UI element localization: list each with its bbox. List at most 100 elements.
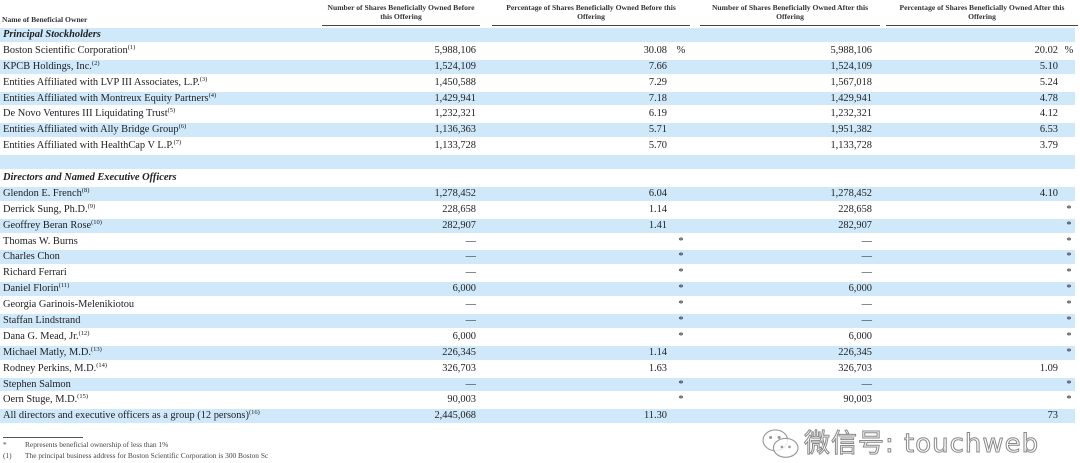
owner-name-text: Entities Affiliated with LVP III Associa… (3, 76, 200, 88)
shares-after: — (861, 267, 872, 279)
footnote: * Represents beneficial ownership of less… (3, 440, 168, 449)
shares-before: 282,907 (442, 219, 476, 231)
owner-name: Stephen Salmon (3, 377, 71, 393)
pct-after-suffix: * (1066, 235, 1072, 247)
footnote-ref: (11) (58, 282, 70, 290)
owner-name: Daniel Florin(11) (3, 281, 69, 297)
shares-after: — (861, 315, 872, 327)
shares-after: 1,567,018 (830, 76, 872, 88)
pct-after-suffix: * (1066, 203, 1072, 215)
shares-after: — (861, 235, 872, 247)
pct-before: 1.63 (648, 362, 667, 374)
pct-before: 11.30 (644, 410, 667, 422)
footnote-ref: (7) (173, 139, 182, 147)
shares-before: — (465, 267, 476, 279)
table-row: Entities Affiliated with Montreux Equity… (0, 91, 1080, 107)
shares-after: 1,232,321 (830, 108, 872, 120)
footnote-ref: (1) (127, 43, 136, 51)
owner-name-text: Entities Affiliated with Ally Bridge Gro… (3, 124, 179, 136)
footnote-mark: * (3, 440, 7, 449)
owner-name-text: Boston Scientific Corporation (3, 44, 128, 56)
table-row (0, 154, 1080, 170)
pct-after: 4.12 (1039, 108, 1058, 120)
table-row: Georgia Garinois-Melenikiotou — * — * (0, 297, 1080, 313)
owner-name: Rodney Perkins, M.D.(14) (3, 361, 107, 377)
pct-before-suffix: * (678, 251, 684, 263)
shares-after: 228,658 (838, 203, 872, 215)
footnote-ref: (13) (90, 345, 102, 353)
pct-before-suffix: * (678, 394, 684, 406)
shares-after: 1,278,452 (830, 187, 872, 199)
table-row: Staffan Lindstrand — * — * (0, 313, 1080, 329)
footnote: (1) The principal business address for Bo… (3, 451, 268, 460)
pct-after-suffix: * (1066, 346, 1072, 358)
pct-before: 6.04 (648, 187, 667, 199)
footnote-ref: (4) (208, 91, 217, 99)
footnote-ref: (5) (167, 107, 176, 115)
shares-before: — (465, 251, 476, 263)
pct-after-suffix: * (1066, 219, 1072, 231)
footnote-ref: (12) (78, 329, 90, 337)
table-row: Michael Matly, M.D.(13) 226,345 1.14 226,34… (0, 345, 1080, 361)
shares-before: 226,345 (442, 346, 476, 358)
table-row: Geoffrey Beran Rose(10) 282,907 1.41 282,90… (0, 218, 1080, 234)
owner-name: De Novo Ventures III Liquidating Trust(5… (3, 106, 175, 122)
shares-after: — (861, 378, 872, 390)
owner-name: Michael Matly, M.D.(13) (3, 345, 102, 361)
header-shares-after: Number of Shares Beneficially Owned Afte… (700, 3, 880, 26)
watermark: 微信号: touchweb (760, 428, 1070, 462)
pct-after-suffix: * (1066, 283, 1072, 295)
owner-name-text: Daniel Florin (3, 283, 59, 295)
footnote-ref: (15) (77, 393, 89, 401)
table-row: Stephen Salmon — * — * (0, 377, 1080, 393)
pct-before-suffix: * (678, 378, 684, 390)
shares-after: 5,988,106 (830, 44, 872, 56)
shares-before: 1,232,321 (434, 108, 476, 120)
shares-after: 1,429,941 (830, 92, 872, 104)
pct-before-suffix: * (678, 235, 684, 247)
footnote-ref: (2) (91, 59, 100, 67)
table-row: Entities Affiliated with HealthCap V L.P… (0, 138, 1080, 154)
footnote-ref: (10) (91, 218, 102, 226)
shares-after: 1,133,728 (830, 140, 872, 152)
shares-before: 1,278,452 (434, 187, 476, 199)
shares-before: — (465, 235, 476, 247)
shares-before: 326,703 (442, 362, 476, 374)
owner-name-text: Entities Affiliated with HealthCap V L.P… (3, 140, 174, 152)
shares-after: 6,000 (848, 283, 872, 295)
owner-name: Entities Affiliated with Ally Bridge Gro… (3, 122, 186, 138)
shares-before: — (465, 378, 476, 390)
pct-before: 7.18 (648, 92, 667, 104)
pct-after-suffix: * (1066, 394, 1072, 406)
owner-name-text: KPCB Holdings, Inc. (3, 60, 92, 72)
header-shares-before: Number of Shares Beneficially Owned Befo… (322, 3, 480, 26)
owner-name: Geoffrey Beran Rose(10) (3, 218, 102, 234)
footnote-ref: (8) (81, 186, 90, 194)
pct-after-suffix: * (1066, 315, 1072, 327)
owner-name: Georgia Garinois-Melenikiotou (3, 297, 134, 313)
owner-name: Principal Stockholders (3, 27, 101, 43)
shares-before: 6,000 (452, 283, 476, 295)
pct-before: 1.14 (648, 346, 667, 358)
header-pct-after: Percentage of Shares Beneficially Owned … (886, 3, 1078, 26)
owner-name: Thomas W. Burns (3, 234, 78, 250)
pct-after: 20.02 (1034, 44, 1058, 56)
pct-after-suffix: * (1066, 299, 1072, 311)
owner-name-text: All directors and executive officers as … (3, 410, 249, 422)
pct-after: 5.10 (1039, 60, 1058, 72)
ownership-table: Principal Stockholders Boston Scientific … (0, 27, 1080, 424)
pct-before: 7.29 (648, 76, 667, 88)
footnote-ref: (14) (96, 361, 108, 369)
pct-before-suffix: * (678, 299, 684, 311)
table-row: Thomas W. Burns — * — * (0, 234, 1080, 250)
table-row: De Novo Ventures III Liquidating Trust(5… (0, 106, 1080, 122)
owner-name: Charles Chon (3, 249, 60, 265)
owner-name-text: Michael Matly, M.D. (3, 346, 91, 358)
shares-after: 226,345 (838, 346, 872, 358)
shares-after: 6,000 (848, 330, 872, 342)
shares-before: 5,988,106 (434, 44, 476, 56)
table-row: Glendon E. French(8) 1,278,452 6.04 1,278,4… (0, 186, 1080, 202)
owner-name: Richard Ferrari (3, 265, 67, 281)
shares-before: 2,445,068 (434, 410, 476, 422)
pct-after-suffix: * (1066, 330, 1072, 342)
